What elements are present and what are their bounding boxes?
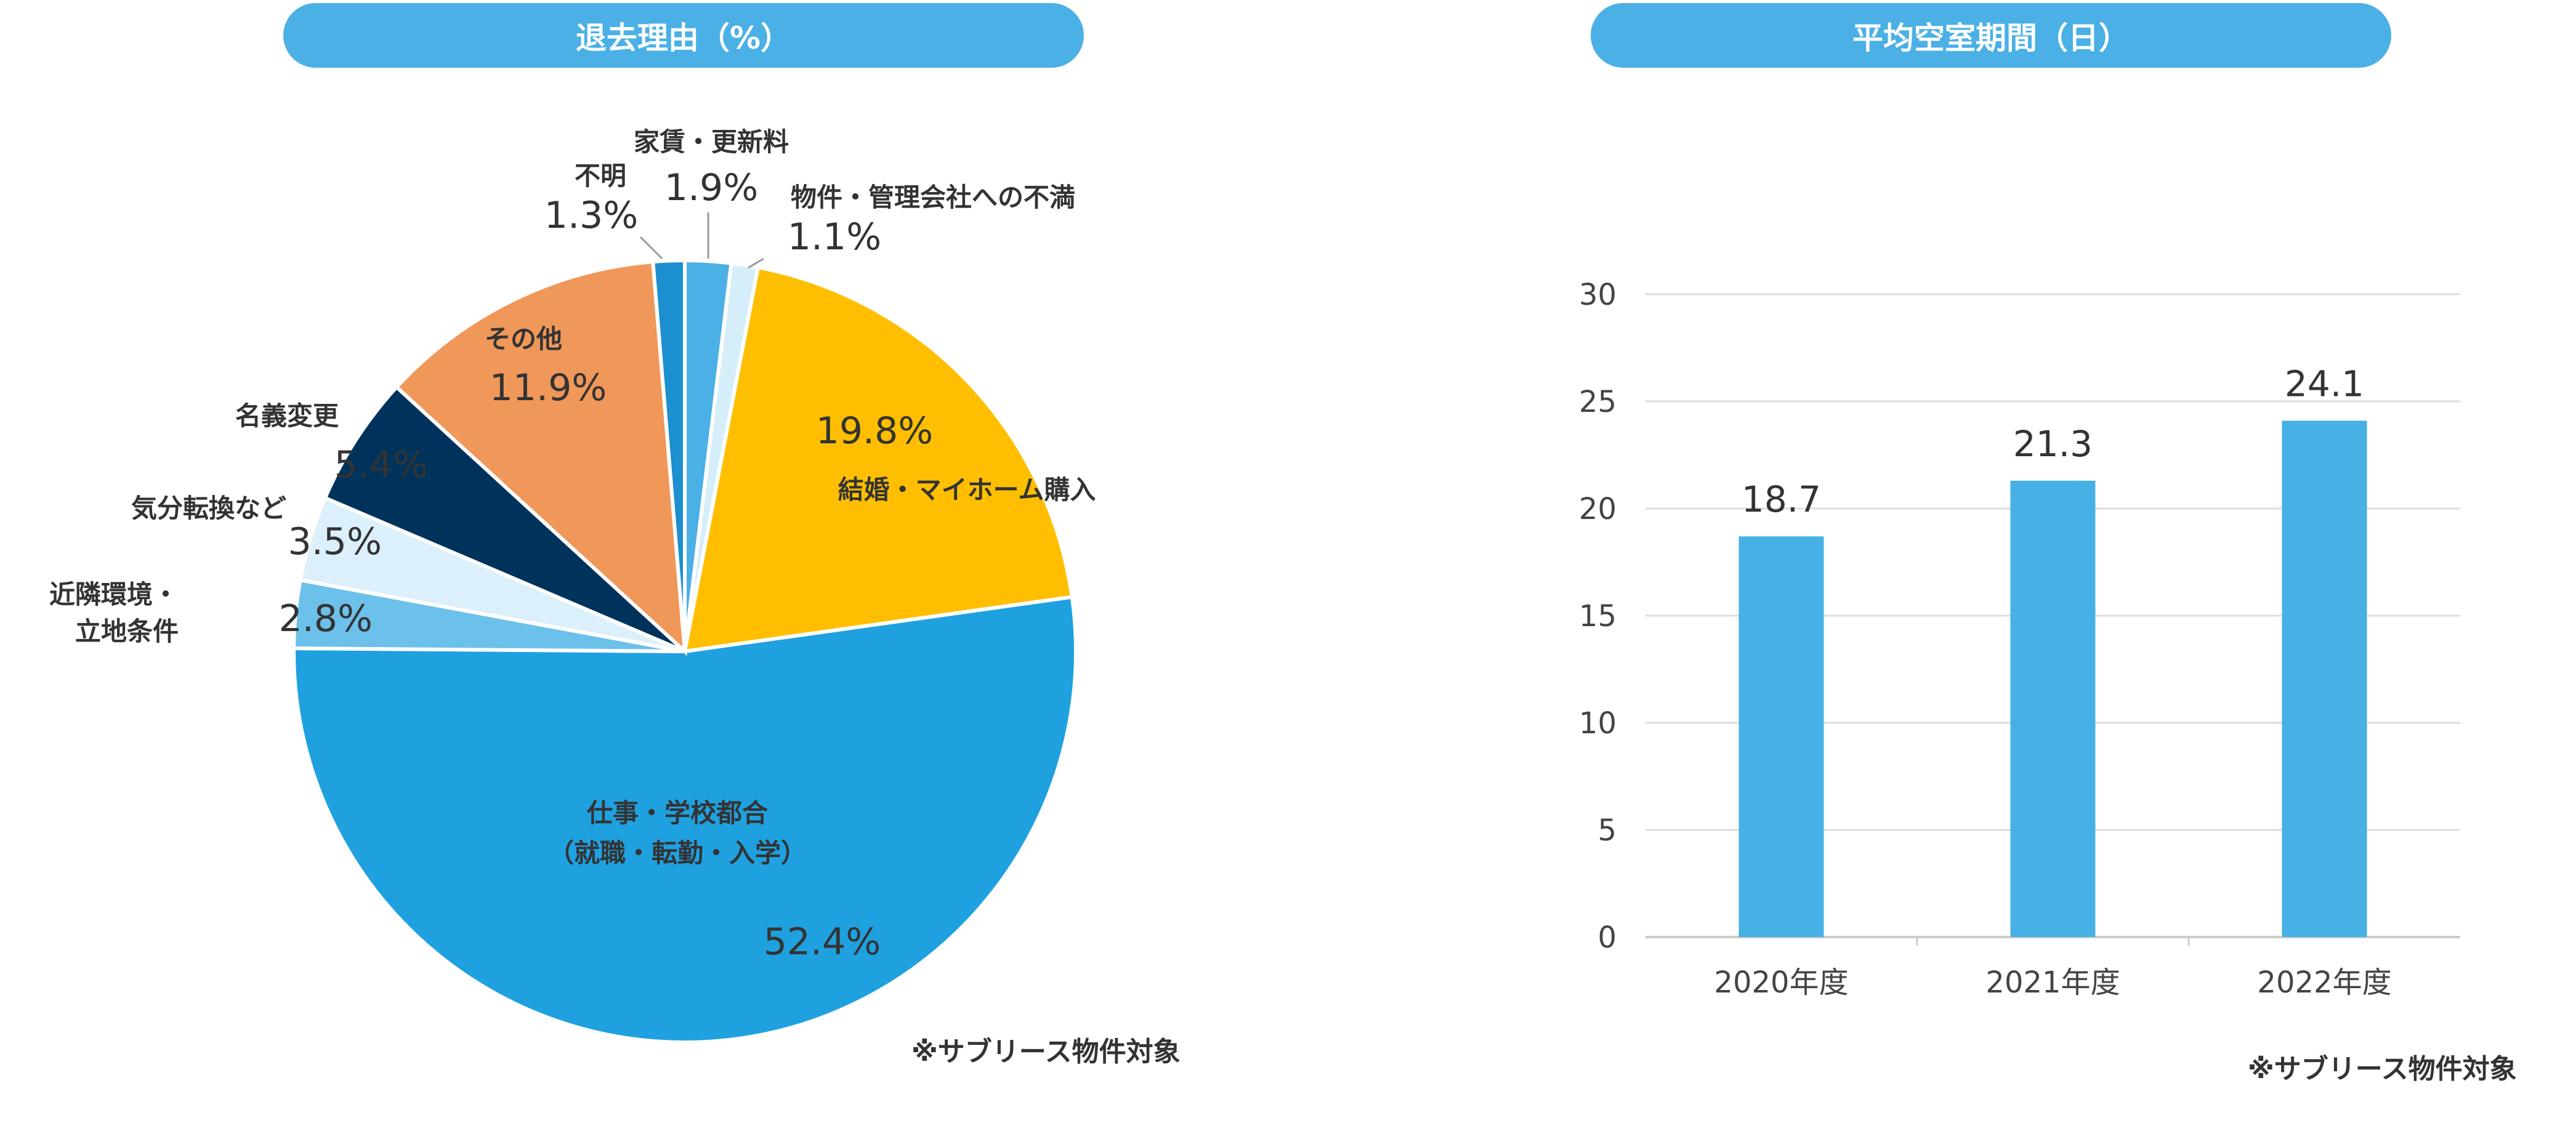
- pie-leader-1: [748, 257, 764, 269]
- y-tick-label-30: 30: [1579, 278, 1617, 312]
- pie-label-0: 家賃・更新料: [634, 127, 789, 157]
- pie-label-3-line-0: 仕事・学校都合: [587, 798, 768, 828]
- pie-slice-2: [682, 265, 1075, 654]
- pie-slice-6: [323, 384, 687, 653]
- pie-slice-3: [292, 595, 1078, 1044]
- pie-value-2: 19.8%: [816, 409, 934, 453]
- footnote-left: ※サブリース物件対象: [911, 1036, 1181, 1068]
- bar-2022年度: [2282, 421, 2367, 937]
- pie-label-4-line-0: 近隣環境・: [49, 579, 179, 610]
- x-tick-label-2020年度: 2020年度: [1714, 965, 1848, 1000]
- bar-chart: 0 5 10 15 20 25 30 2020年度 2021年度 2022年度 18.7 21.3 2…: [1579, 278, 2460, 1000]
- footnote-right: ※サブリース物件対象: [2248, 1053, 2517, 1085]
- y-tick-label-20: 20: [1579, 492, 1617, 526]
- x-tick-label-2022年度: 2022年度: [2257, 965, 2391, 1000]
- pie-label-6: 名義変更: [235, 401, 339, 431]
- y-tick-label-15: 15: [1579, 599, 1617, 634]
- pie-label-8: 不明: [575, 161, 626, 191]
- pie-value-3: 52.4%: [764, 920, 881, 964]
- pie-leader-8: [639, 236, 663, 260]
- pie-value-1: 1.1%: [788, 215, 881, 259]
- pie-value-8: 1.3%: [544, 194, 638, 237]
- y-tick-label-25: 25: [1579, 385, 1617, 419]
- pie-value-0: 1.9%: [664, 166, 758, 209]
- pie-label-5: 気分転換など: [131, 493, 286, 523]
- pie-label-4-line-1: 立地条件: [75, 616, 179, 646]
- pie-label-2: 結婚・マイホーム購入: [838, 475, 1096, 505]
- pie-label-1: 物件・管理会社への不満: [791, 182, 1075, 212]
- pie-slice-8: [651, 258, 687, 652]
- pie-label-3-line-1: （就職・転勤・入学）: [548, 838, 807, 868]
- bar-2021年度: [2010, 480, 2096, 937]
- y-tick-label-5: 5: [1597, 813, 1617, 848]
- pie-label-7: その他: [485, 324, 562, 354]
- x-tick-label-2021年度: 2021年度: [1985, 965, 2120, 1000]
- bar-chart-title: 平均空室期間（日）: [1591, 3, 2391, 68]
- pie-value-6: 5.4%: [334, 443, 428, 486]
- bar-2020年度: [1738, 536, 1824, 937]
- bar-value-label-2021年度: 21.3: [2013, 423, 2093, 465]
- bar-value-label-2020年度: 18.7: [1742, 478, 1821, 520]
- pie-value-5: 3.5%: [288, 520, 382, 563]
- pie-value-4: 2.8%: [279, 597, 373, 640]
- y-tick-label-0: 0: [1597, 920, 1617, 955]
- pie-slice-7: [394, 259, 687, 656]
- bar-value-label-2022年度: 24.1: [2285, 363, 2364, 405]
- y-tick-label-10: 10: [1579, 706, 1617, 741]
- pie-chart-title: 退去理由（%）: [283, 3, 1084, 68]
- pie-value-7: 11.9%: [490, 366, 607, 409]
